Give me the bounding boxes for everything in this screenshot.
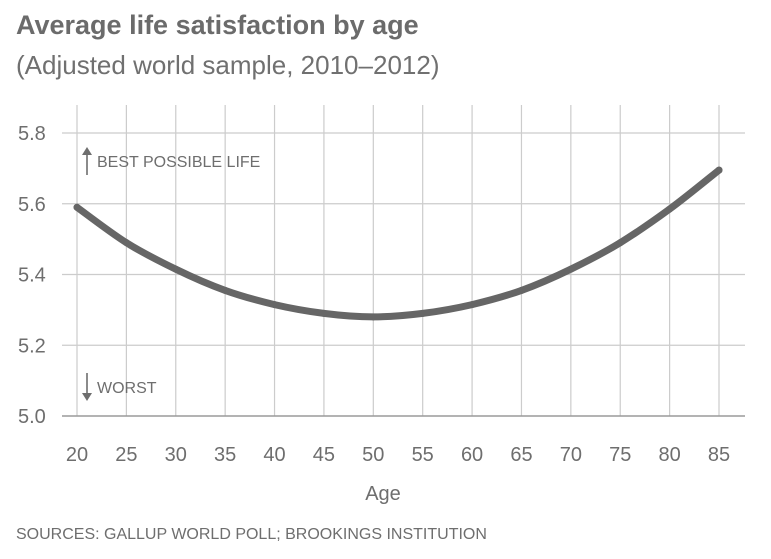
x-axis-label: Age [365,483,401,505]
y-tick-label: 5.0 [18,406,46,428]
source-note: SOURCES: GALLUP WORLD POLL; BROOKINGS IN… [16,526,487,543]
x-tick-label: 35 [214,444,236,466]
line-chart: BEST POSSIBLE LIFE WORST 5.0 5.2 5.4 5.6 5.8… [18,105,745,505]
data-point [122,239,130,247]
data-point [715,166,723,174]
x-tick-label: 85 [708,444,730,466]
grid-layer [62,105,745,417]
data-point [517,286,525,294]
x-tick-label: 50 [362,444,384,466]
x-tick-label: 20 [66,444,88,466]
data-point [271,301,279,309]
data-point [73,203,81,211]
x-tick-label: 75 [609,444,631,466]
x-tick-label: 80 [658,444,680,466]
data-point [666,205,674,213]
x-tick-label: 45 [313,444,335,466]
y-tick-label: 5.6 [18,194,46,216]
arrow-down-icon [82,393,92,401]
data-point [320,309,328,317]
x-tick-label: 65 [510,444,532,466]
x-tick-label: 70 [560,444,582,466]
arrow-up-icon [82,147,92,155]
annotation-layer: BEST POSSIBLE LIFE WORST [82,147,260,401]
data-point [369,313,377,321]
y-tick-label: 5.8 [18,123,46,145]
x-tick-label: 55 [412,444,434,466]
data-point [172,265,180,273]
series-line [73,166,723,321]
x-tick-label: 25 [115,444,137,466]
data-point [419,309,427,317]
chart-subtitle: (Adjusted world sample, 2010–2012) [16,50,440,80]
x-tick-label: 40 [263,444,285,466]
data-point [616,239,624,247]
x-tick-label: 30 [165,444,187,466]
y-tick-label: 5.4 [18,265,46,287]
series-layer [73,166,723,321]
y-tick-label: 5.2 [18,335,46,357]
y-axis-ticks: 5.0 5.2 5.4 5.6 5.8 [18,123,46,428]
data-point [221,286,229,294]
chart-title: Average life satisfaction by age [16,10,419,40]
x-axis-ticks: 20 25 30 35 40 45 50 55 60 65 70 75 80 85 [66,444,730,466]
data-point [567,265,575,273]
data-point [468,301,476,309]
x-tick-label: 60 [461,444,483,466]
annotation-best-possible-life: BEST POSSIBLE LIFE [97,154,260,171]
annotation-worst: WORST [97,380,157,397]
